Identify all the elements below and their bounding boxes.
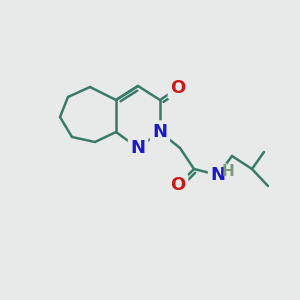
Text: O: O bbox=[170, 176, 186, 194]
Text: N: N bbox=[152, 123, 167, 141]
Text: N: N bbox=[211, 166, 226, 184]
Text: H: H bbox=[222, 164, 234, 178]
Text: N: N bbox=[130, 139, 146, 157]
Text: O: O bbox=[170, 79, 186, 97]
